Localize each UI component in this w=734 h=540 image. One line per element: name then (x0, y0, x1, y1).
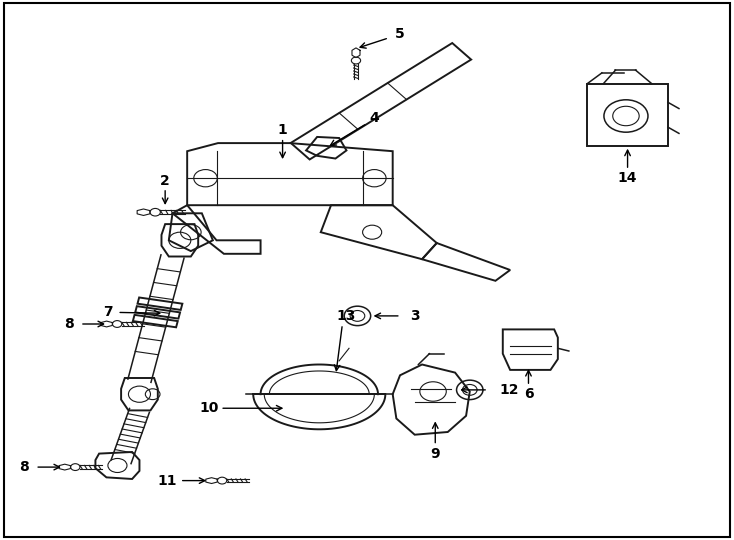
Text: 7: 7 (103, 306, 112, 319)
Text: 9: 9 (430, 447, 440, 461)
Bar (587, 84, 668, 146)
Text: 6: 6 (523, 387, 534, 401)
Polygon shape (352, 48, 360, 58)
Polygon shape (59, 464, 70, 470)
Text: 1: 1 (277, 123, 288, 137)
Text: 10: 10 (200, 401, 219, 415)
Text: 14: 14 (618, 171, 637, 185)
Text: 12: 12 (499, 383, 519, 397)
Polygon shape (137, 209, 150, 215)
Text: 8: 8 (64, 317, 74, 331)
Text: 2: 2 (160, 174, 170, 188)
Polygon shape (206, 478, 217, 483)
Text: 4: 4 (369, 111, 379, 125)
Text: 13: 13 (336, 309, 355, 323)
Polygon shape (101, 321, 112, 327)
Text: 8: 8 (19, 460, 29, 474)
Text: 5: 5 (395, 27, 405, 41)
Text: 11: 11 (158, 474, 177, 488)
Text: 3: 3 (410, 309, 420, 323)
